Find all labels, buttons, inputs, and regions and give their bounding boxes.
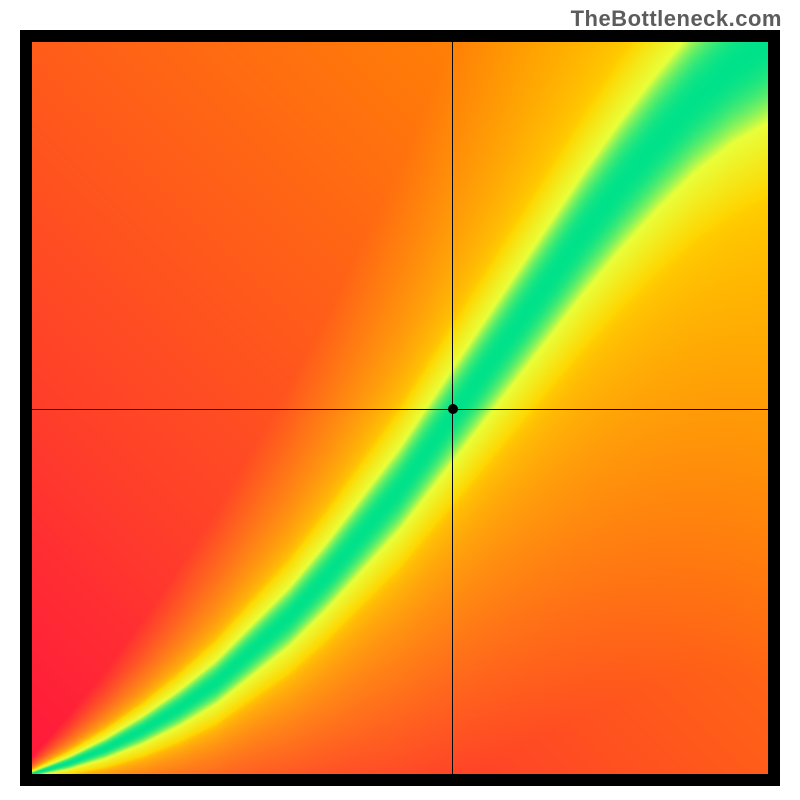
chart-container: TheBottleneck.com <box>0 0 800 800</box>
watermark-text: TheBottleneck.com <box>571 6 782 32</box>
plot-area <box>32 42 768 774</box>
crosshair-horizontal <box>32 409 768 410</box>
plot-frame <box>20 30 780 786</box>
